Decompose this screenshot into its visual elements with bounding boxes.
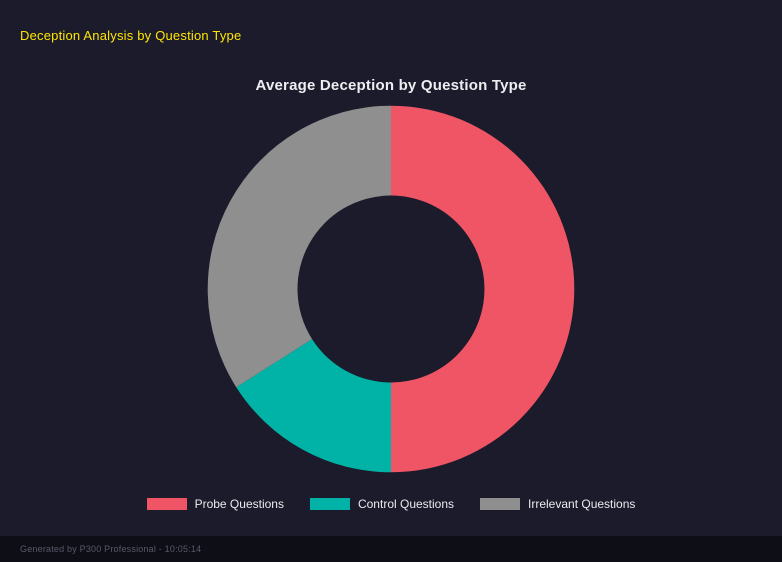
- donut-chart: [203, 101, 579, 477]
- legend-item-2[interactable]: Control Questions: [309, 497, 455, 511]
- donut-chart-canvas: [207, 105, 575, 473]
- legend-swatch: [480, 498, 521, 510]
- chart-title: Average Deception by Question Type: [255, 77, 527, 94]
- donut-segment-2[interactable]: [236, 339, 391, 473]
- legend-swatch: [309, 498, 350, 510]
- legend-label: Probe Questions: [194, 497, 284, 511]
- legend-label: Control Questions: [357, 497, 455, 511]
- chart-legend: Probe Questions Control Questions Irreleva…: [0, 497, 782, 511]
- donut-segment-3[interactable]: [207, 105, 391, 388]
- legend-item-1[interactable]: Probe Questions: [146, 497, 284, 511]
- legend-swatch: [146, 498, 187, 510]
- page-title: Deception Analysis by Question Type: [20, 28, 242, 43]
- footer-bar: Generated by P300 Professional - 10:05:1…: [0, 536, 782, 562]
- legend-item-3[interactable]: Irrelevant Questions: [480, 497, 635, 511]
- donut-segment-1[interactable]: [391, 105, 575, 473]
- legend-label: Irrelevant Questions: [528, 497, 636, 511]
- footer-text: Generated by P300 Professional - 10:05:1…: [20, 544, 202, 554]
